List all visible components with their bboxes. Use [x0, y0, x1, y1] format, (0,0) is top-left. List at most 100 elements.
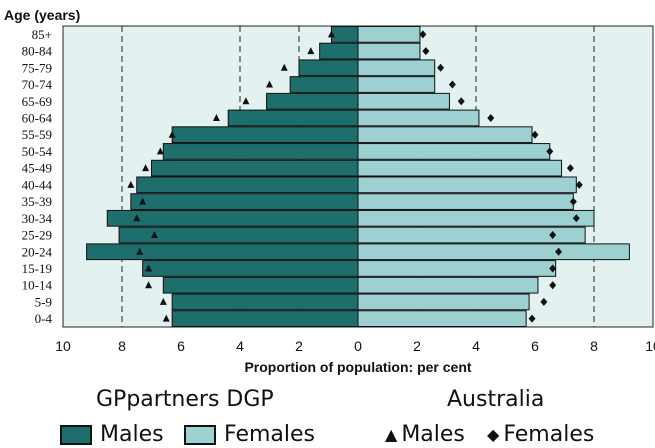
- male-bar-15-19: [142, 260, 359, 277]
- australia-male-marker-5-9: [159, 297, 167, 305]
- male-bar-20-24: [86, 243, 359, 261]
- australia-female-marker-70-74: [448, 80, 456, 89]
- australia-female-marker-10-14: [549, 281, 557, 290]
- australia-male-marker-25-29: [150, 231, 158, 239]
- female-bar-45-49: [357, 159, 563, 177]
- australia-female-marker-20-24: [555, 247, 563, 256]
- female-bar-85+: [357, 26, 421, 43]
- x-tick-label: 10: [645, 338, 655, 354]
- age-label-5-9: 5-9: [35, 294, 52, 309]
- female-bar-5-9: [357, 293, 530, 311]
- x-tick-label: 2: [295, 338, 303, 354]
- australia-female-marker-40-44: [575, 180, 583, 189]
- x-tick-label: 8: [118, 338, 126, 354]
- x-tick-label: 8: [590, 338, 598, 354]
- australia-male-marker-45-49: [142, 164, 150, 172]
- age-label-40-44: 40-44: [22, 177, 53, 192]
- male-bar-5-9: [171, 293, 359, 311]
- y-axis-title: Age (years): [4, 7, 80, 23]
- australia-female-marker-75-79: [437, 63, 445, 72]
- age-label-70-74: 70-74: [22, 77, 53, 92]
- male-bar-10-14: [162, 276, 359, 294]
- australia-female-marker-55-59: [531, 130, 539, 139]
- age-label-60-64: 60-64: [22, 110, 53, 125]
- female-bar-50-54: [357, 143, 551, 160]
- legend-item-aus-males: ▲ Males: [385, 422, 465, 447]
- x-tick-label: 10: [55, 338, 71, 354]
- australia-male-marker-15-19: [145, 264, 153, 272]
- female-bar-80-84: [357, 42, 421, 60]
- female-bar-0-4: [357, 310, 527, 327]
- female-bar-75-79: [357, 59, 436, 77]
- australia-male-marker-70-74: [266, 80, 273, 88]
- australia-female-marker-45-49: [566, 164, 574, 173]
- australia-female-marker-65-69: [457, 97, 465, 106]
- australia-male-marker-40-44: [127, 180, 135, 188]
- male-bar-50-54: [162, 143, 359, 160]
- legend-title-australia: Australia: [447, 387, 545, 412]
- female-bar-30-34: [357, 209, 595, 227]
- female-bar-65-69: [357, 92, 450, 110]
- australia-male-marker-35-39: [139, 197, 147, 205]
- legend-item-dgp-females: Females: [184, 422, 315, 447]
- age-label-85+: 85+: [32, 27, 52, 42]
- australia-male-marker-30-34: [133, 214, 141, 222]
- female-bar-60-64: [357, 109, 480, 127]
- female-bar-15-19: [357, 260, 557, 277]
- age-label-80-84: 80-84: [22, 44, 53, 59]
- females-swatch: [184, 424, 216, 445]
- australia-female-marker-80-84: [422, 47, 430, 56]
- age-label-55-59: 55-59: [22, 127, 52, 142]
- age-label-75-79: 75-79: [22, 60, 52, 75]
- age-label-15-19: 15-19: [22, 261, 52, 276]
- male-bar-55-59: [171, 126, 359, 144]
- male-bar-60-64: [227, 109, 359, 127]
- age-label-65-69: 65-69: [22, 94, 52, 109]
- australia-female-marker-15-19: [549, 264, 557, 273]
- legend-label-dgp-males: Males: [100, 422, 164, 447]
- male-bar-75-79: [298, 59, 359, 77]
- x-ticks-group: 10 8 6 4 2 0 2 4 6 8 10: [55, 338, 655, 354]
- legend-label-aus-males: Males: [401, 422, 465, 447]
- age-label-25-29: 25-29: [22, 228, 52, 243]
- legend-title-gppartners: GPpartners DGP: [96, 387, 274, 412]
- x-tick-label: 2: [413, 338, 421, 354]
- x-tick-label: 6: [177, 338, 185, 354]
- age-label-35-39: 35-39: [22, 194, 52, 209]
- age-label-45-49: 45-49: [22, 161, 52, 176]
- australia-male-marker-65-69: [242, 97, 250, 105]
- australia-male-marker-50-54: [156, 147, 164, 155]
- australia-female-marker-25-29: [549, 231, 557, 240]
- male-bar-80-84: [319, 42, 359, 60]
- male-bar-0-4: [171, 310, 359, 327]
- australia-female-marker-85+: [419, 30, 427, 39]
- legend-item-aus-females: ◆ Females: [487, 422, 594, 447]
- female-bar-10-14: [357, 276, 539, 294]
- female-bar-20-24: [357, 243, 630, 261]
- australia-male-marker-20-24: [136, 247, 144, 255]
- australia-male-marker-0-4: [162, 314, 170, 322]
- x-tick-label: 0: [354, 338, 362, 354]
- australia-male-marker-55-59: [168, 130, 176, 138]
- female-bar-35-39: [357, 193, 574, 210]
- legend-label-dgp-females: Females: [224, 422, 316, 447]
- australia-female-marker-60-64: [487, 113, 495, 122]
- australia-male-marker-75-79: [280, 63, 288, 71]
- markers-group: [127, 30, 583, 323]
- female-bar-70-74: [357, 76, 436, 93]
- male-bar-85+: [330, 26, 359, 43]
- australia-male-marker-10-14: [145, 281, 153, 289]
- australia-male-marker-60-64: [212, 113, 220, 121]
- age-label-10-14: 10-14: [22, 278, 53, 293]
- age-label-50-54: 50-54: [22, 144, 53, 159]
- age-label-20-24: 20-24: [22, 244, 53, 259]
- bars-group: [86, 26, 630, 327]
- male-bar-40-44: [136, 176, 359, 194]
- age-label-30-34: 30-34: [22, 211, 53, 226]
- female-bar-55-59: [357, 126, 533, 144]
- australia-male-marker-80-84: [307, 47, 315, 55]
- legend-label-aus-females: Females: [503, 422, 595, 447]
- legend-item-dgp-males: Males: [60, 422, 164, 447]
